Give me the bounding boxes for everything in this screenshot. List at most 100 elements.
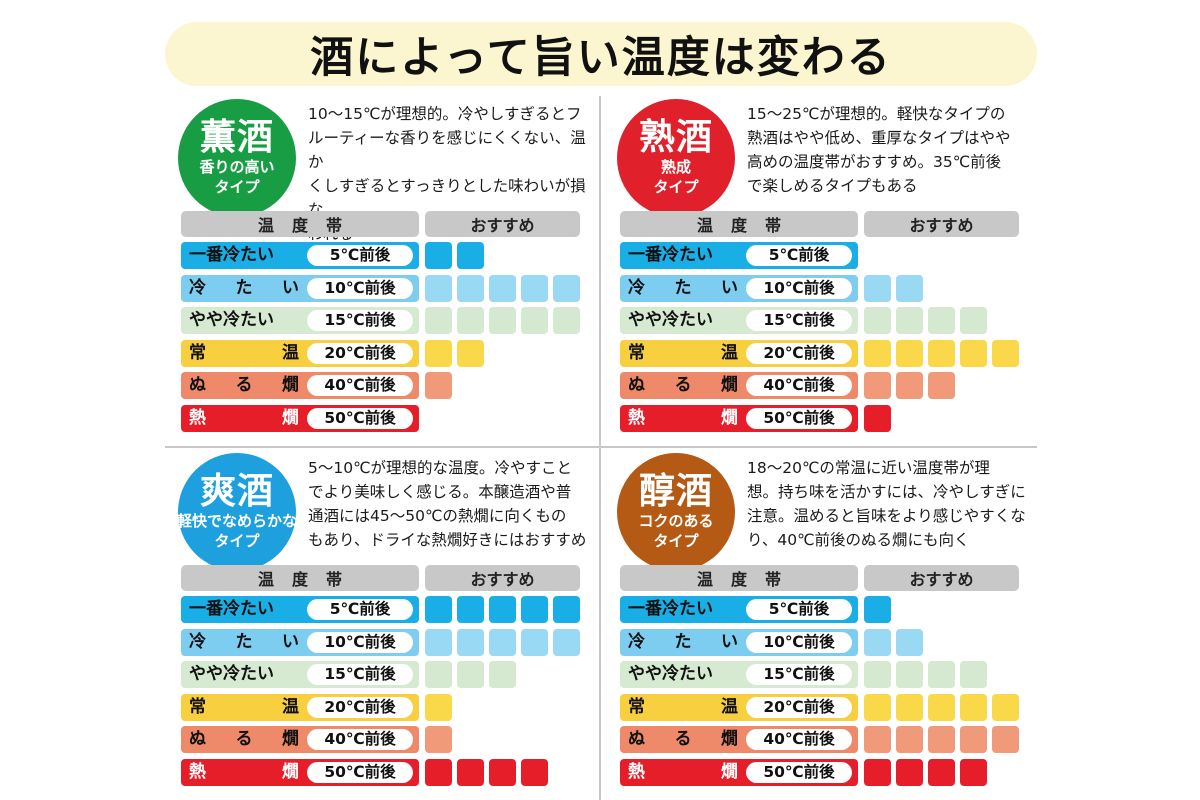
recommend-bar-cell (992, 693, 1019, 721)
description: 15〜25℃が理想的。軽快なタイプの 熟酒はやや低め、重厚なタイプはやや 高めの温度… (747, 102, 1037, 198)
temperature-row: 熱燗 50℃前後 (620, 404, 858, 432)
panel-1: 薫酒 香りの高い タイプ 10〜15℃が理想的。冷やしすぎるとフ ルーティーな香りを感じ… (165, 97, 605, 442)
temperature-value: 15℃前後 (307, 664, 413, 685)
label-char: 冷 (628, 277, 645, 298)
label-char: 燗 (721, 375, 738, 395)
label-char: 熱 (628, 407, 645, 428)
temperature-row: ぬ る 燗 40℃前後 (181, 726, 419, 753)
temperature-label: 常温 (189, 340, 299, 367)
temperature-label: 熱燗 (189, 405, 299, 432)
temperature-row: やや冷たい 15℃前後 (181, 307, 419, 334)
label-char: い (721, 631, 738, 652)
recommend-bar-cell (425, 726, 452, 753)
label-char: ぬ (189, 375, 206, 395)
recommend-bar-cell (425, 693, 452, 721)
temperature-value: 15℃前後 (746, 310, 852, 331)
recommend-bar-cell (521, 628, 548, 656)
recommend-bar-cell (864, 661, 891, 688)
recommend-bar-cell (425, 307, 452, 334)
recommend-bar-cell (864, 628, 891, 656)
recommend-bar-cell (457, 242, 484, 269)
temperature-row: 常温 20℃前後 (181, 339, 419, 367)
recommend-bar-cell (425, 596, 452, 623)
description-line: 5〜10℃が理想的な温度。冷やすこと (308, 459, 572, 477)
badge-name: 醇酒 (638, 471, 713, 512)
type-badge: 醇酒 コクのある タイプ (617, 453, 735, 571)
panel-2: 熟酒 熟成 タイプ 15〜25℃が理想的。軽快なタイプの 熟酒はやや低め、重厚なタイプは… (604, 97, 1044, 442)
recommend-bar-cell (864, 596, 891, 623)
temperature-label: 一番冷たい (628, 242, 738, 269)
recommend-bar-cell (960, 661, 987, 688)
recommend-bar-cell (489, 274, 516, 302)
temperature-label: 常温 (628, 340, 738, 367)
badge-subtitle: コクのある (638, 512, 714, 530)
recommend-bar-cell (425, 661, 452, 688)
type-badge: 薫酒 香りの高い タイプ (178, 99, 296, 217)
temperature-value: 20℃前後 (307, 342, 413, 364)
description: 10〜15℃が理想的。冷やしすぎるとフ ルーティーな香りを感じにくくない、温か くし… (308, 102, 598, 246)
recommend-bar-cell (992, 726, 1019, 753)
label-char: た (674, 631, 692, 652)
panel-4: 醇酒 コクのある タイプ 18〜20℃の常温に近い温度帯が理 想。持ち味を活かすには、冷… (604, 451, 1044, 796)
label-char: 燗 (282, 761, 299, 782)
temperature-value: 5℃前後 (746, 599, 852, 620)
vertical-divider (599, 96, 601, 800)
label-char: 冷 (189, 631, 206, 652)
temperature-label: 常温 (628, 694, 738, 721)
temperature-value: 20℃前後 (307, 696, 413, 718)
badge-subtitle: タイプ (653, 178, 699, 196)
temperature-row: 冷 た い 10℃前後 (620, 274, 858, 302)
label-char: 常 (189, 342, 206, 363)
recommend-bar-cell (896, 274, 923, 302)
header-temperature: 温度帯 (181, 211, 419, 237)
recommend-bar-cell (521, 274, 548, 302)
badge-name: 熟酒 (638, 117, 713, 158)
recommend-bar-cell (864, 372, 891, 399)
label-char: る (674, 729, 692, 749)
temperature-label: 熱燗 (189, 759, 299, 786)
description: 5〜10℃が理想的な温度。冷やすこと でより美味しく感じる。本醸造酒や普 通酒には4… (308, 456, 598, 552)
recommend-bar-cell (896, 758, 923, 786)
temperature-row: 常温 20℃前後 (620, 339, 858, 367)
temperature-label: やや冷たい (189, 661, 299, 688)
recommend-bar-cell (896, 307, 923, 334)
description: 18〜20℃の常温に近い温度帯が理 想。持ち味を活かすには、冷やしすぎに 注意。温め… (747, 456, 1037, 552)
label-char: 燗 (282, 729, 299, 749)
recommend-bar-cell (425, 242, 452, 269)
label-char: 冷 (189, 277, 206, 298)
label-char: い (282, 277, 299, 298)
label-char: 燗 (721, 761, 738, 782)
recommend-bar-cell (489, 596, 516, 623)
recommend-bar-cell (425, 628, 452, 656)
recommend-bar-cell (928, 661, 955, 688)
type-badge: 爽酒 軽快でなめらかな タイプ (177, 453, 297, 571)
recommend-bar-cell (960, 726, 987, 753)
temperature-row: 熱燗 50℃前後 (181, 758, 419, 786)
temperature-row: 一番冷たい 5℃前後 (620, 596, 858, 623)
page-title: 酒によって旨い温度は変わる (310, 33, 892, 83)
label-char: ぬ (628, 375, 645, 395)
label-char: ぬ (189, 729, 206, 749)
temperature-label: ぬる燗 (189, 726, 299, 753)
recommend-bar-cell (521, 758, 548, 786)
description-line: 15〜25℃が理想的。軽快なタイプの (747, 105, 1006, 123)
label-char: 燗 (282, 407, 299, 428)
label-char: やや冷たい (628, 310, 713, 330)
label-char: た (235, 277, 253, 298)
label-char: ぬ (628, 729, 645, 749)
temperature-value: 10℃前後 (746, 631, 852, 653)
temperature-value: 50℃前後 (746, 761, 852, 783)
recommend-bar-cell (992, 339, 1019, 367)
label-char: 一番冷たい (189, 245, 274, 265)
recommend-bar-cell (457, 307, 484, 334)
recommend-bar-cell (864, 339, 891, 367)
badge-subtitle: タイプ (214, 532, 260, 550)
label-char: やや冷たい (628, 664, 713, 684)
temperature-value: 10℃前後 (307, 277, 413, 299)
label-char: 燗 (721, 407, 738, 428)
label-char: た (235, 631, 253, 652)
header-recommended: おすすめ (425, 565, 580, 591)
temperature-row: 冷 た い 10℃前後 (181, 274, 419, 302)
recommend-bar-cell (489, 661, 516, 688)
label-char: た (674, 277, 692, 298)
